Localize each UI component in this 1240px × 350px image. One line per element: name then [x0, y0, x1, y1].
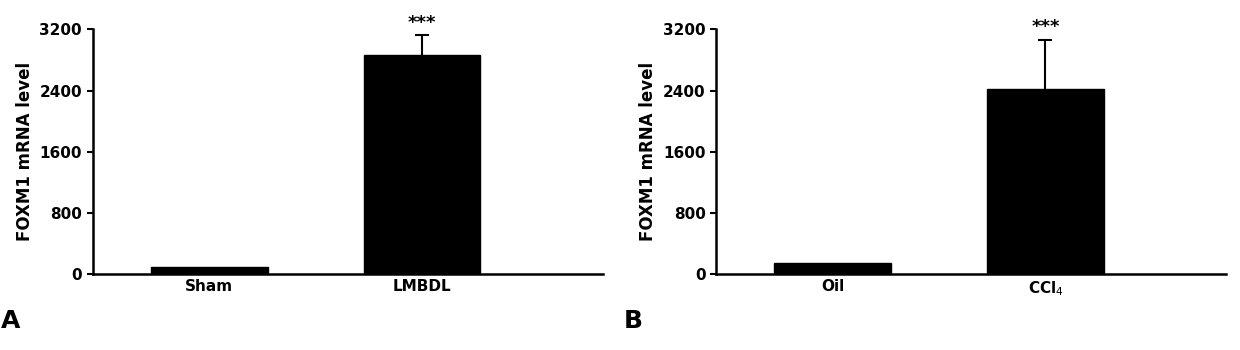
Bar — [151, 267, 268, 274]
Bar — [363, 55, 480, 274]
Text: B: B — [624, 309, 644, 333]
Y-axis label: FOXM1 mRNA level: FOXM1 mRNA level — [640, 62, 657, 242]
Bar — [987, 89, 1104, 274]
Text: A: A — [1, 309, 20, 333]
Bar — [775, 263, 892, 274]
Text: ***: *** — [408, 14, 436, 32]
Text: ***: *** — [1032, 18, 1060, 36]
Y-axis label: FOXM1 mRNA level: FOXM1 mRNA level — [16, 62, 33, 242]
